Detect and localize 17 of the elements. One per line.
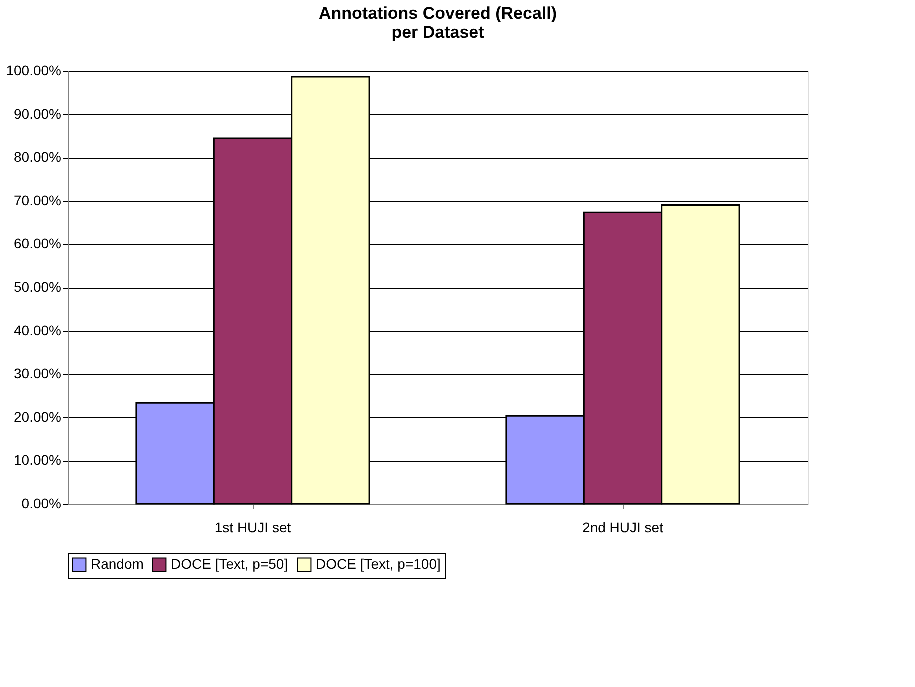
y-tick-label: 50.00% bbox=[14, 279, 62, 295]
y-tick-label: 10.00% bbox=[14, 452, 62, 468]
y-tick-label: 70.00% bbox=[14, 192, 62, 208]
y-tick-label: 30.00% bbox=[14, 366, 62, 382]
chart-title: Annotations Covered (Recall) per Dataset bbox=[318, 4, 558, 42]
y-tick-label: 100.00% bbox=[6, 62, 62, 78]
y-tick-label: 20.00% bbox=[14, 408, 62, 425]
x-tick-label: 1st HUJI set bbox=[214, 520, 292, 536]
legend-label: DOCE [Text, p=50] bbox=[171, 556, 288, 572]
y-tick-label: 60.00% bbox=[14, 236, 62, 252]
y-tick-label: 0.00% bbox=[22, 496, 62, 512]
legend-label: DOCE [Text, p=100] bbox=[316, 556, 441, 572]
y-tick-label: 80.00% bbox=[14, 149, 62, 166]
y-tick-label: 40.00% bbox=[14, 322, 62, 338]
legend-label: Random bbox=[91, 556, 144, 572]
y-tick-label: 90.00% bbox=[14, 106, 62, 122]
x-tick-label: 2nd HUJI set bbox=[582, 520, 664, 536]
